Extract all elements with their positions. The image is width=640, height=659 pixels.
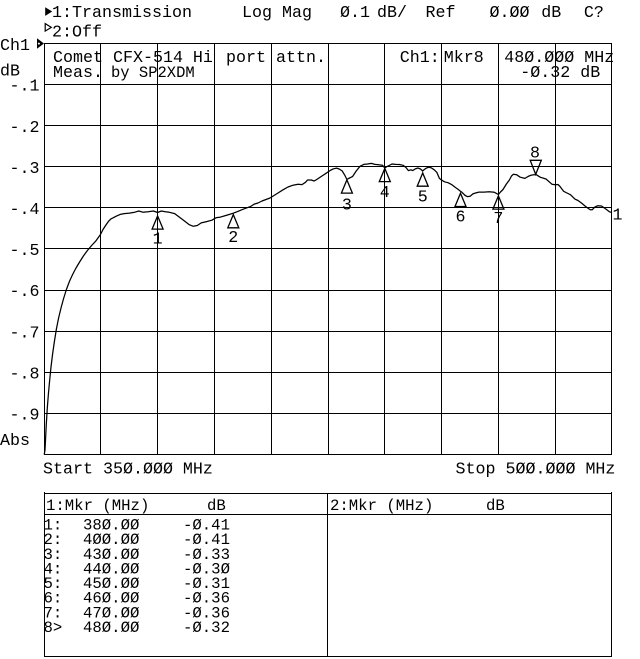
svg-text:dB: dB <box>541 4 561 23</box>
svg-text:7:: 7: <box>44 604 63 622</box>
svg-text:4ØØ.ØØ: 4ØØ.ØØ <box>83 531 139 549</box>
svg-text:dB: dB <box>486 497 505 515</box>
svg-text:Ø.1: Ø.1 <box>340 4 370 23</box>
svg-text:8>: 8> <box>44 619 63 637</box>
svg-text:Meas.: Meas. <box>53 64 103 83</box>
svg-text:-Ø.36: -Ø.36 <box>183 590 230 608</box>
svg-text:Start 35Ø.ØØØ MHz: Start 35Ø.ØØØ MHz <box>43 461 213 480</box>
svg-text:-Ø.36: -Ø.36 <box>183 604 230 622</box>
svg-text:5:: 5: <box>44 575 63 593</box>
svg-text:-Ø.41: -Ø.41 <box>183 531 230 549</box>
svg-text:3: 3 <box>342 196 352 215</box>
svg-text:-.1: -.1 <box>10 78 40 97</box>
svg-text:Ch1: Ch1 <box>0 37 30 56</box>
svg-text:48Ø.ØØØ MHz: 48Ø.ØØØ MHz <box>504 49 614 68</box>
svg-text:1: 1 <box>153 231 163 250</box>
svg-text:dB: dB <box>207 497 226 515</box>
svg-text:Stop 5ØØ.ØØØ MHz: Stop 5ØØ.ØØØ MHz <box>456 461 616 480</box>
svg-text:-Ø.3Ø: -Ø.3Ø <box>183 560 230 578</box>
svg-text:-.3: -.3 <box>10 160 40 179</box>
svg-text:port attn.: port attn. <box>226 49 326 68</box>
svg-text:-Ø.33: -Ø.33 <box>183 546 230 564</box>
svg-text:8: 8 <box>530 144 540 163</box>
svg-text:38Ø.ØØ: 38Ø.ØØ <box>83 517 139 535</box>
svg-text:2:Mkr (MHz): 2:Mkr (MHz) <box>330 497 433 515</box>
svg-text:44Ø.ØØ: 44Ø.ØØ <box>83 560 139 578</box>
svg-text:dB/: dB/ <box>377 4 407 23</box>
svg-text:-Ø.31: -Ø.31 <box>183 575 230 593</box>
svg-text:2: 2 <box>228 229 238 248</box>
svg-text:5: 5 <box>418 189 428 208</box>
svg-text:-.9: -.9 <box>10 407 40 426</box>
svg-text:2:Off: 2:Off <box>52 23 102 42</box>
svg-text:-.6: -.6 <box>10 283 40 302</box>
svg-text:Mkr8: Mkr8 <box>444 49 484 68</box>
svg-text:Log Mag: Log Mag <box>242 4 312 23</box>
svg-text:6: 6 <box>456 209 466 228</box>
svg-text:45Ø.ØØ: 45Ø.ØØ <box>83 575 139 593</box>
svg-text:-Ø.32: -Ø.32 <box>183 619 230 637</box>
svg-text:-.5: -.5 <box>10 242 40 261</box>
svg-text:by SP2XDM: by SP2XDM <box>111 64 195 82</box>
svg-text:Ø.ØØ: Ø.ØØ <box>490 4 530 23</box>
svg-text:-.4: -.4 <box>10 201 40 220</box>
svg-text:48Ø.ØØ: 48Ø.ØØ <box>83 619 139 637</box>
svg-text:4:: 4: <box>44 560 63 578</box>
svg-text:43Ø.ØØ: 43Ø.ØØ <box>83 546 139 564</box>
svg-text:2:: 2: <box>44 531 63 549</box>
svg-text:-.7: -.7 <box>10 324 40 343</box>
svg-text:4: 4 <box>380 184 390 203</box>
svg-text:6:: 6: <box>44 590 63 608</box>
svg-text:1: 1 <box>613 207 623 226</box>
svg-text:-Ø.32 dB: -Ø.32 dB <box>520 64 600 83</box>
svg-text:Abs: Abs <box>0 432 30 451</box>
svg-text:46Ø.ØØ: 46Ø.ØØ <box>83 590 139 608</box>
svg-text:Comet CFX-514 Hi: Comet CFX-514 Hi <box>53 49 213 68</box>
svg-text:dB: dB <box>0 63 20 82</box>
svg-text:1:Mkr (MHz): 1:Mkr (MHz) <box>46 497 149 515</box>
svg-text:-.2: -.2 <box>10 119 40 138</box>
svg-text:Ch1:: Ch1: <box>400 49 440 68</box>
svg-text:7: 7 <box>493 210 503 229</box>
svg-text:-.8: -.8 <box>10 365 40 384</box>
svg-text:Ref: Ref <box>426 4 456 23</box>
svg-text:C?: C? <box>584 4 604 23</box>
svg-text:3:: 3: <box>44 546 63 564</box>
svg-text:1:Transmission: 1:Transmission <box>52 4 192 23</box>
svg-text:-Ø.41: -Ø.41 <box>183 517 230 535</box>
svg-text:1:: 1: <box>44 517 63 535</box>
svg-text:47Ø.ØØ: 47Ø.ØØ <box>83 604 139 622</box>
